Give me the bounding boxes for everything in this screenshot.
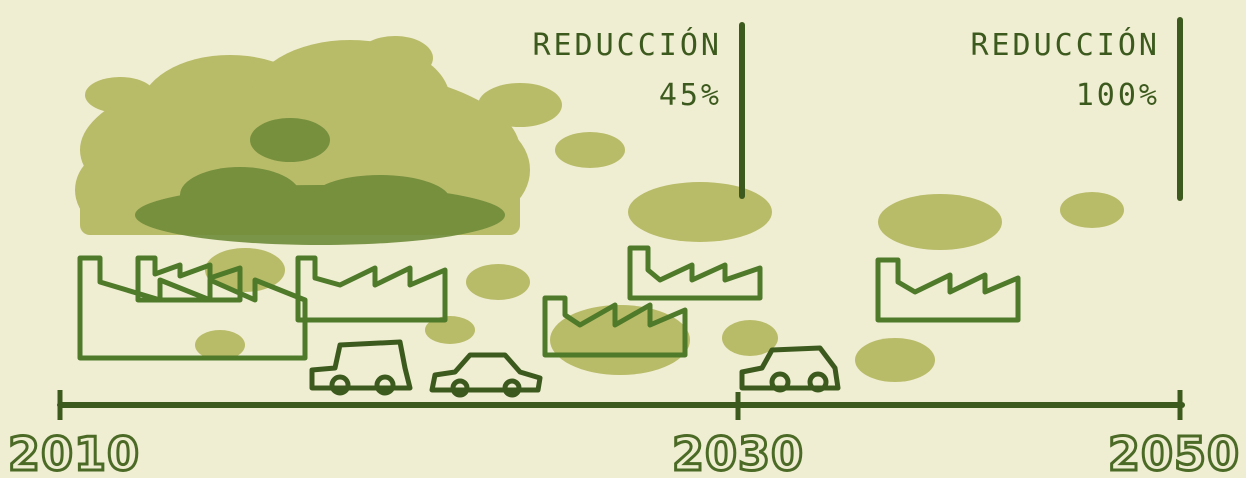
milestone-value: 45% <box>659 78 722 113</box>
year-label: 2010 <box>8 427 140 478</box>
year-label: 2030 <box>672 427 804 478</box>
milestone-title: REDUCCIÓN <box>970 26 1160 63</box>
milestone-value: 100% <box>1076 78 1160 113</box>
page: REDUCCIÓN 45% REDUCCIÓN 100% 2010 2030 2… <box>0 0 1246 478</box>
year-label: 2050 <box>1108 427 1240 478</box>
illustration: REDUCCIÓN 45% REDUCCIÓN 100% 2010 2030 2… <box>0 0 1246 478</box>
milestone-title: REDUCCIÓN <box>532 26 722 63</box>
